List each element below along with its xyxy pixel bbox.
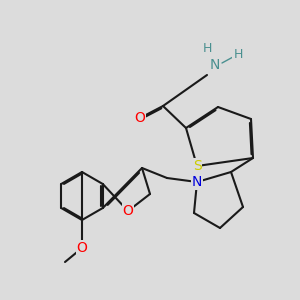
Text: N: N xyxy=(210,58,220,72)
Text: O: O xyxy=(76,241,87,255)
Text: N: N xyxy=(192,175,202,189)
Text: H: H xyxy=(233,49,243,62)
Text: H: H xyxy=(202,41,212,55)
Text: O: O xyxy=(135,111,146,125)
Text: O: O xyxy=(123,204,134,218)
Text: S: S xyxy=(193,159,201,173)
